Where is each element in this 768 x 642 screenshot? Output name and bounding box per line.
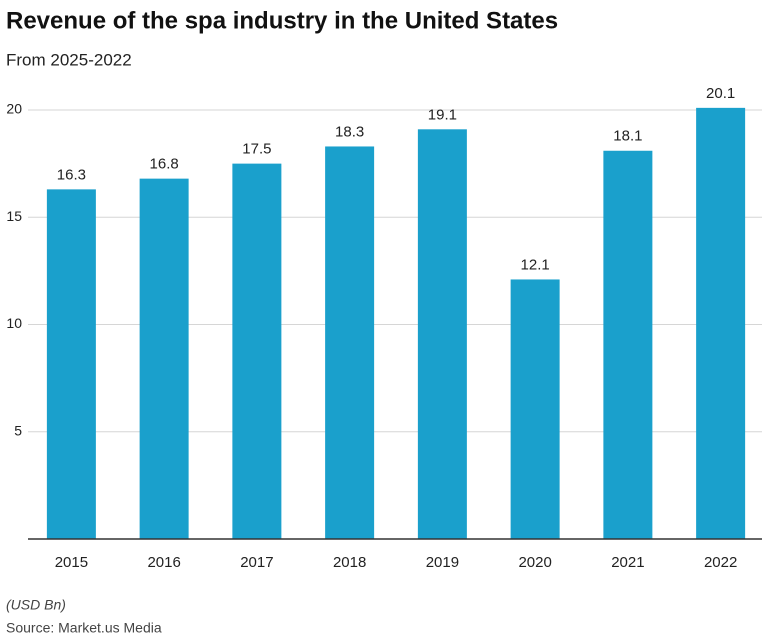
value-label: 20.1 bbox=[706, 85, 735, 102]
y-tick-label: 15 bbox=[6, 208, 22, 224]
chart-title: Revenue of the spa industry in the Unite… bbox=[6, 7, 558, 34]
bar bbox=[417, 129, 467, 539]
y-tick-label: 20 bbox=[6, 101, 22, 117]
bar bbox=[46, 189, 96, 540]
value-label: 17.5 bbox=[242, 141, 271, 158]
value-label: 16.3 bbox=[57, 166, 86, 183]
bar bbox=[325, 146, 375, 539]
x-tick-label: 2021 bbox=[611, 554, 644, 571]
bar bbox=[139, 178, 189, 539]
y-tick-label: 10 bbox=[6, 315, 22, 331]
x-tick-label: 2018 bbox=[333, 554, 366, 571]
value-label: 19.1 bbox=[428, 106, 457, 123]
value-label: 12.1 bbox=[521, 256, 550, 273]
x-tick-label: 2019 bbox=[426, 554, 459, 571]
bar bbox=[510, 279, 560, 539]
bar bbox=[696, 107, 746, 539]
x-tick-label: 2016 bbox=[147, 554, 180, 571]
x-tick-label: 2020 bbox=[518, 554, 551, 571]
bar bbox=[232, 163, 282, 539]
value-label: 18.1 bbox=[613, 128, 642, 145]
x-tick-label: 2015 bbox=[55, 554, 88, 571]
value-label: 16.8 bbox=[150, 156, 179, 173]
bar bbox=[603, 150, 653, 539]
value-label: 18.3 bbox=[335, 123, 364, 140]
unit-note: (USD Bn) bbox=[6, 597, 66, 613]
x-tick-label: 2017 bbox=[240, 554, 273, 571]
x-tick-label: 2022 bbox=[704, 554, 737, 571]
y-tick-label: 5 bbox=[14, 422, 22, 438]
chart-subtitle: From 2025-2022 bbox=[6, 50, 132, 69]
source: Source: Market.us Media bbox=[6, 620, 162, 636]
